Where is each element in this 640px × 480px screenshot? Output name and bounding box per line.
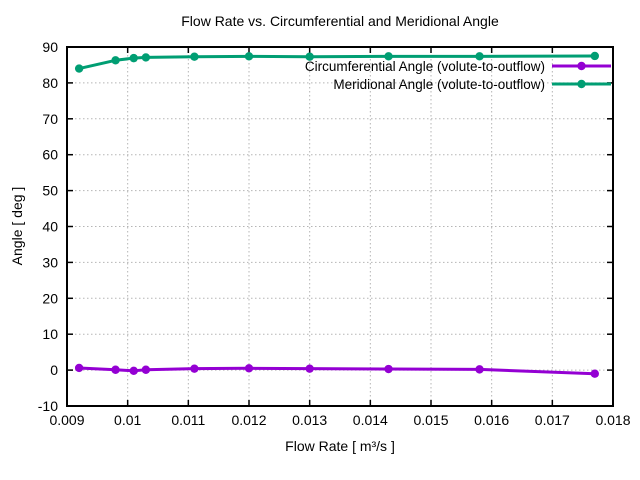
data-point [190,52,199,61]
data-point [475,52,484,61]
data-point [384,52,393,61]
x-tick-label: 0.013 [292,412,327,428]
chart-title: Flow Rate vs. Circumferential and Meridi… [181,13,499,29]
tick-marks [66,46,614,407]
data-point [74,363,84,373]
legend-label: Meridional Angle (volute-to-outflow) [333,77,545,92]
x-tick-label: 0.011 [171,412,205,428]
x-tick-label: 0.016 [474,412,509,428]
y-tick-label: 90 [42,39,58,55]
data-point [475,365,484,374]
data-point [590,369,599,378]
data-point [111,365,120,374]
data-point [141,365,151,374]
data-point [244,364,254,373]
y-axis-label: Angle [ deg ] [9,186,25,266]
legend-marker [577,79,586,89]
x-tick-label: 0.017 [535,412,570,428]
y-tick-label: 40 [42,219,58,235]
data-point [74,64,84,73]
data-point [590,51,599,61]
x-tick-label: 0.018 [595,412,630,428]
series-1 [74,51,599,73]
data-point [305,52,314,61]
y-tick-label: 10 [42,326,58,342]
legend-marker [577,61,586,71]
data-point [384,364,393,374]
series-line [77,54,597,71]
series-line [77,366,597,376]
x-tick-label: 0.009 [49,412,84,428]
data-point [244,52,254,61]
x-tick-label: 0.01 [114,412,141,428]
data-point [111,56,120,65]
legend-label: Circumferential Angle (volute-to-outflow… [305,59,545,74]
y-tick-label: 30 [42,254,58,270]
y-tick-label: 0 [50,362,58,378]
data-point [141,53,151,62]
x-tick-label: 0.012 [231,412,266,428]
data-point [129,366,138,376]
data-point [129,53,138,63]
legend-entry: Meridional Angle (volute-to-outflow) [333,77,611,92]
y-tick-label: 50 [42,183,58,199]
x-tick-label: 0.015 [413,412,448,428]
y-tick-label: 80 [42,75,58,91]
y-tick-label: 70 [42,111,58,127]
data-point [190,364,199,373]
tick-labels: 0.009 0.01 0.011 0.012 0.013 0.014 0.015 0.016 0… [38,39,631,428]
legend: Circumferential Angle (volute-to-outflow… [305,59,611,92]
x-axis-label: Flow Rate [ m³/s ] [285,438,395,454]
x-tick-label: 0.014 [353,412,388,428]
y-tick-label: -10 [38,398,58,414]
grid-lines [67,47,613,406]
y-tick-label: 20 [42,290,58,306]
data-point [305,364,314,373]
series-0 [74,363,599,378]
y-tick-label: 60 [42,147,58,163]
legend-entry: Circumferential Angle (volute-to-outflow… [305,59,611,74]
